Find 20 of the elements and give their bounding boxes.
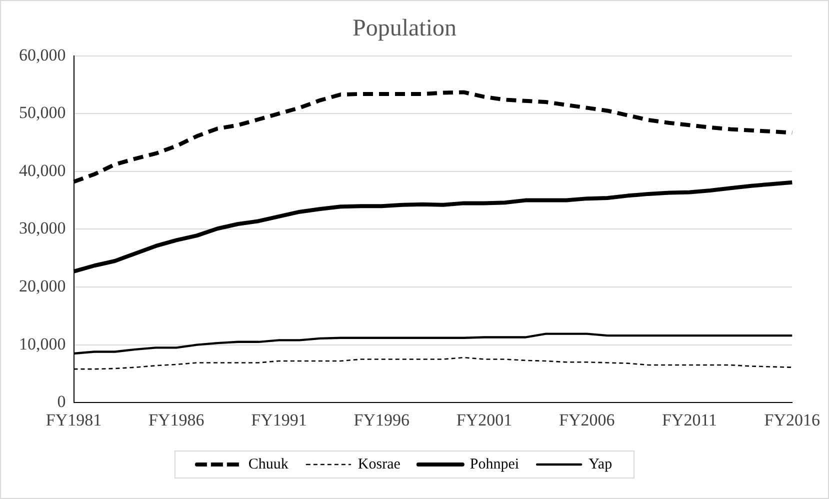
- legend-label: Chuuk: [248, 456, 289, 472]
- x-tick-label: FY1986: [148, 410, 204, 430]
- x-tick-label: FY2011: [662, 410, 718, 430]
- y-tick-label: 40,000: [19, 160, 66, 180]
- x-tick-label: FY1981: [46, 410, 102, 430]
- x-tick-label: FY2006: [559, 410, 615, 430]
- y-tick-label: 10,000: [19, 334, 66, 354]
- chart-title: Population: [352, 16, 457, 42]
- y-tick-label: 60,000: [19, 45, 66, 64]
- y-tick-label: 50,000: [19, 103, 66, 122]
- x-tick-label: FY1991: [251, 410, 307, 430]
- y-tick-label: 0: [57, 392, 66, 412]
- legend-label: Kosrae: [358, 456, 401, 472]
- y-tick-label: 30,000: [19, 218, 66, 238]
- x-tick-label: FY1996: [354, 410, 410, 430]
- x-tick-label: FY2001: [456, 410, 512, 430]
- x-tick-label: FY2016: [764, 410, 820, 430]
- legend-label: Pohnpei: [470, 456, 520, 472]
- legend-label: Yap: [588, 456, 612, 472]
- y-tick-label: 20,000: [19, 276, 66, 296]
